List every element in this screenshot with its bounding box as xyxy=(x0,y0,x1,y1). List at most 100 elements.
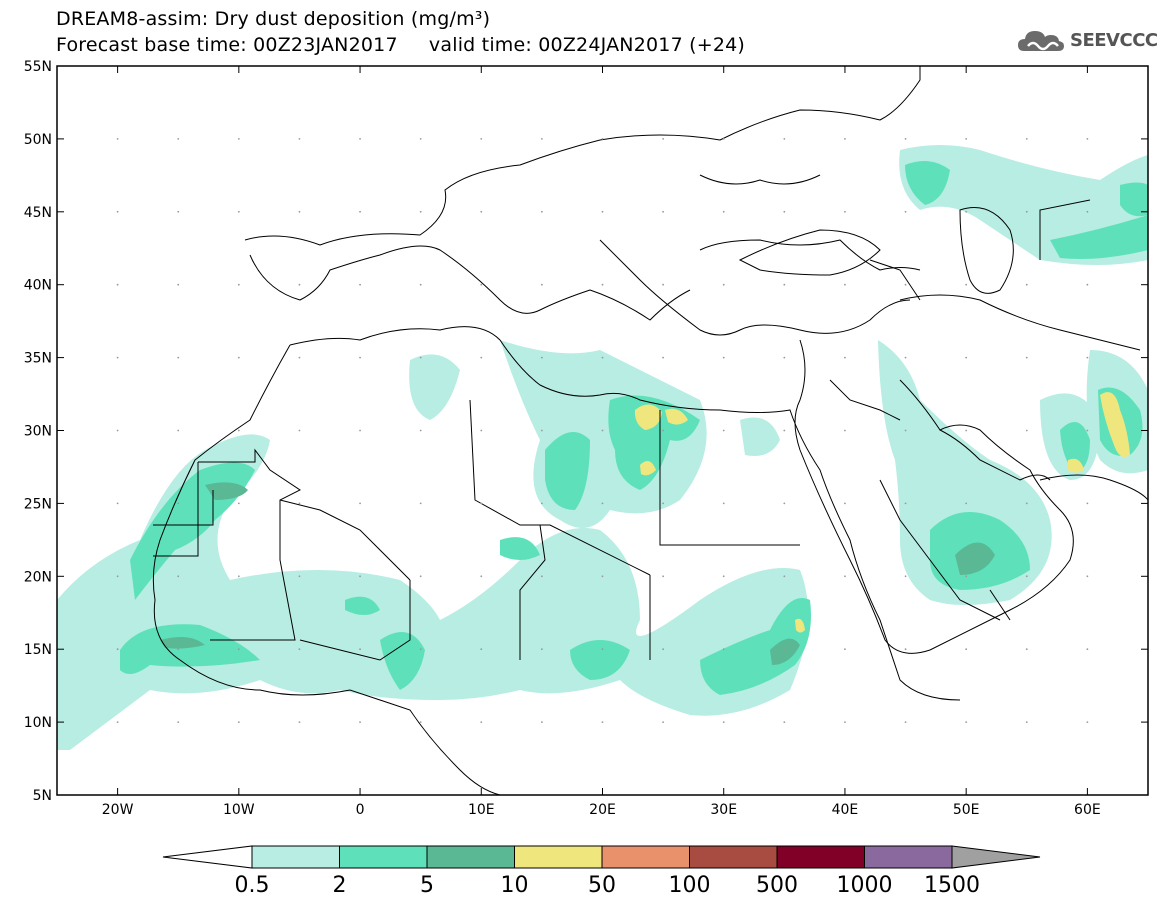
y-tick-label: 10N xyxy=(24,715,52,731)
grid-dot xyxy=(662,648,665,651)
y-tick-label: 20N xyxy=(24,569,52,585)
grid-dot xyxy=(965,648,968,651)
grid-dot xyxy=(298,429,301,432)
grid-dot xyxy=(783,429,786,432)
y-tick-label: 50N xyxy=(24,132,52,148)
grid-dot xyxy=(116,210,119,213)
grid-dot xyxy=(419,283,422,286)
x-tick-label: 60E xyxy=(1074,802,1101,818)
grid-dot xyxy=(965,210,968,213)
grid-dot xyxy=(601,138,604,140)
grid-dot xyxy=(783,648,786,651)
grid-dot xyxy=(965,356,968,359)
grid-dot xyxy=(298,648,301,651)
grid-dot xyxy=(480,575,483,578)
colorbar-swatch xyxy=(251,845,340,869)
grid-dot xyxy=(177,210,180,213)
colorbar-label: 500 xyxy=(756,873,798,898)
grid-dot xyxy=(237,138,240,140)
grid-dot xyxy=(237,721,240,723)
y-tick-label: 40N xyxy=(24,278,52,294)
grid-dot xyxy=(783,210,786,213)
grid-dot xyxy=(601,502,604,505)
x-tick-label: 10E xyxy=(468,802,495,818)
y-tick-label: 35N xyxy=(24,351,52,367)
grid-dot xyxy=(298,721,301,723)
grid-dot xyxy=(1025,502,1028,505)
grid-dot xyxy=(237,502,240,505)
grid-dot xyxy=(1025,575,1028,578)
grid-dot xyxy=(783,721,786,723)
grid-dot xyxy=(359,138,361,140)
grid-dot xyxy=(601,283,604,286)
x-tick-label: 0 xyxy=(356,802,365,818)
grid-dot xyxy=(1086,283,1089,286)
grid-dot xyxy=(359,575,361,578)
x-tick-label: 20W xyxy=(102,802,134,818)
grid-dot xyxy=(540,138,543,140)
colorbar-label: 1000 xyxy=(837,873,893,898)
grid-dot xyxy=(1025,648,1028,651)
grid-dot xyxy=(1025,429,1028,432)
grid-dot xyxy=(419,502,422,505)
grid-dot xyxy=(722,429,725,432)
grid-dot xyxy=(601,575,604,578)
colorbar-under-triangle xyxy=(162,845,253,869)
grid-dot xyxy=(237,356,240,359)
grid-dot xyxy=(1086,210,1089,213)
grid-dot xyxy=(965,502,968,505)
y-tick-label: 25N xyxy=(24,496,52,512)
grid-dot xyxy=(601,648,604,651)
grid-dot xyxy=(177,575,180,578)
grid-dot xyxy=(783,575,786,578)
grid-dot xyxy=(904,138,907,140)
grid-dot xyxy=(904,721,907,723)
grid-dot xyxy=(844,356,846,359)
grid-dot xyxy=(419,138,422,140)
grid-dot xyxy=(419,648,422,651)
grid-dot xyxy=(359,721,361,723)
colorbar-label: 50 xyxy=(588,873,616,898)
grid-dot xyxy=(116,138,119,140)
colorbar-label: 10 xyxy=(501,873,529,898)
grid-dot xyxy=(1086,502,1089,505)
grid-dot xyxy=(419,210,422,213)
grid-dot xyxy=(662,210,665,213)
map-title: DREAM8-assim: Dry dust deposition (mg/m³… xyxy=(56,8,491,30)
grid-dot xyxy=(177,283,180,286)
grid-dot xyxy=(540,210,543,213)
grid-dot xyxy=(177,356,180,359)
grid-dot xyxy=(904,356,907,359)
grid-dot xyxy=(904,648,907,651)
grid-dot xyxy=(237,575,240,578)
colorbar-swatch xyxy=(339,845,428,869)
grid-dot xyxy=(116,356,119,359)
grid-dot xyxy=(722,283,725,286)
grid-dot xyxy=(722,356,725,359)
grid-dot xyxy=(662,429,665,432)
grid-dot xyxy=(116,283,119,286)
grid-dot xyxy=(662,138,665,140)
grid-dot xyxy=(783,502,786,505)
grid-dot xyxy=(359,502,361,505)
grid-dot xyxy=(419,575,422,578)
grid-dot xyxy=(844,648,846,651)
colorbar-swatch xyxy=(601,845,690,869)
y-tick-label: 45N xyxy=(24,205,52,221)
grid-dot xyxy=(844,721,846,723)
grid-dot xyxy=(177,138,180,140)
grid-dot xyxy=(844,283,846,286)
y-tick-label: 5N xyxy=(33,788,52,804)
grid-dot xyxy=(237,429,240,432)
x-tick-label: 30E xyxy=(710,802,737,818)
grid-dot xyxy=(298,575,301,578)
grid-dot xyxy=(844,502,846,505)
grid-dot xyxy=(783,138,786,140)
grid-dot xyxy=(116,648,119,651)
grid-dot xyxy=(904,283,907,286)
grid-dot xyxy=(722,721,725,723)
grid-dot xyxy=(662,721,665,723)
grid-dot xyxy=(480,721,483,723)
grid-dot xyxy=(359,648,361,651)
grid-dot xyxy=(1086,648,1089,651)
